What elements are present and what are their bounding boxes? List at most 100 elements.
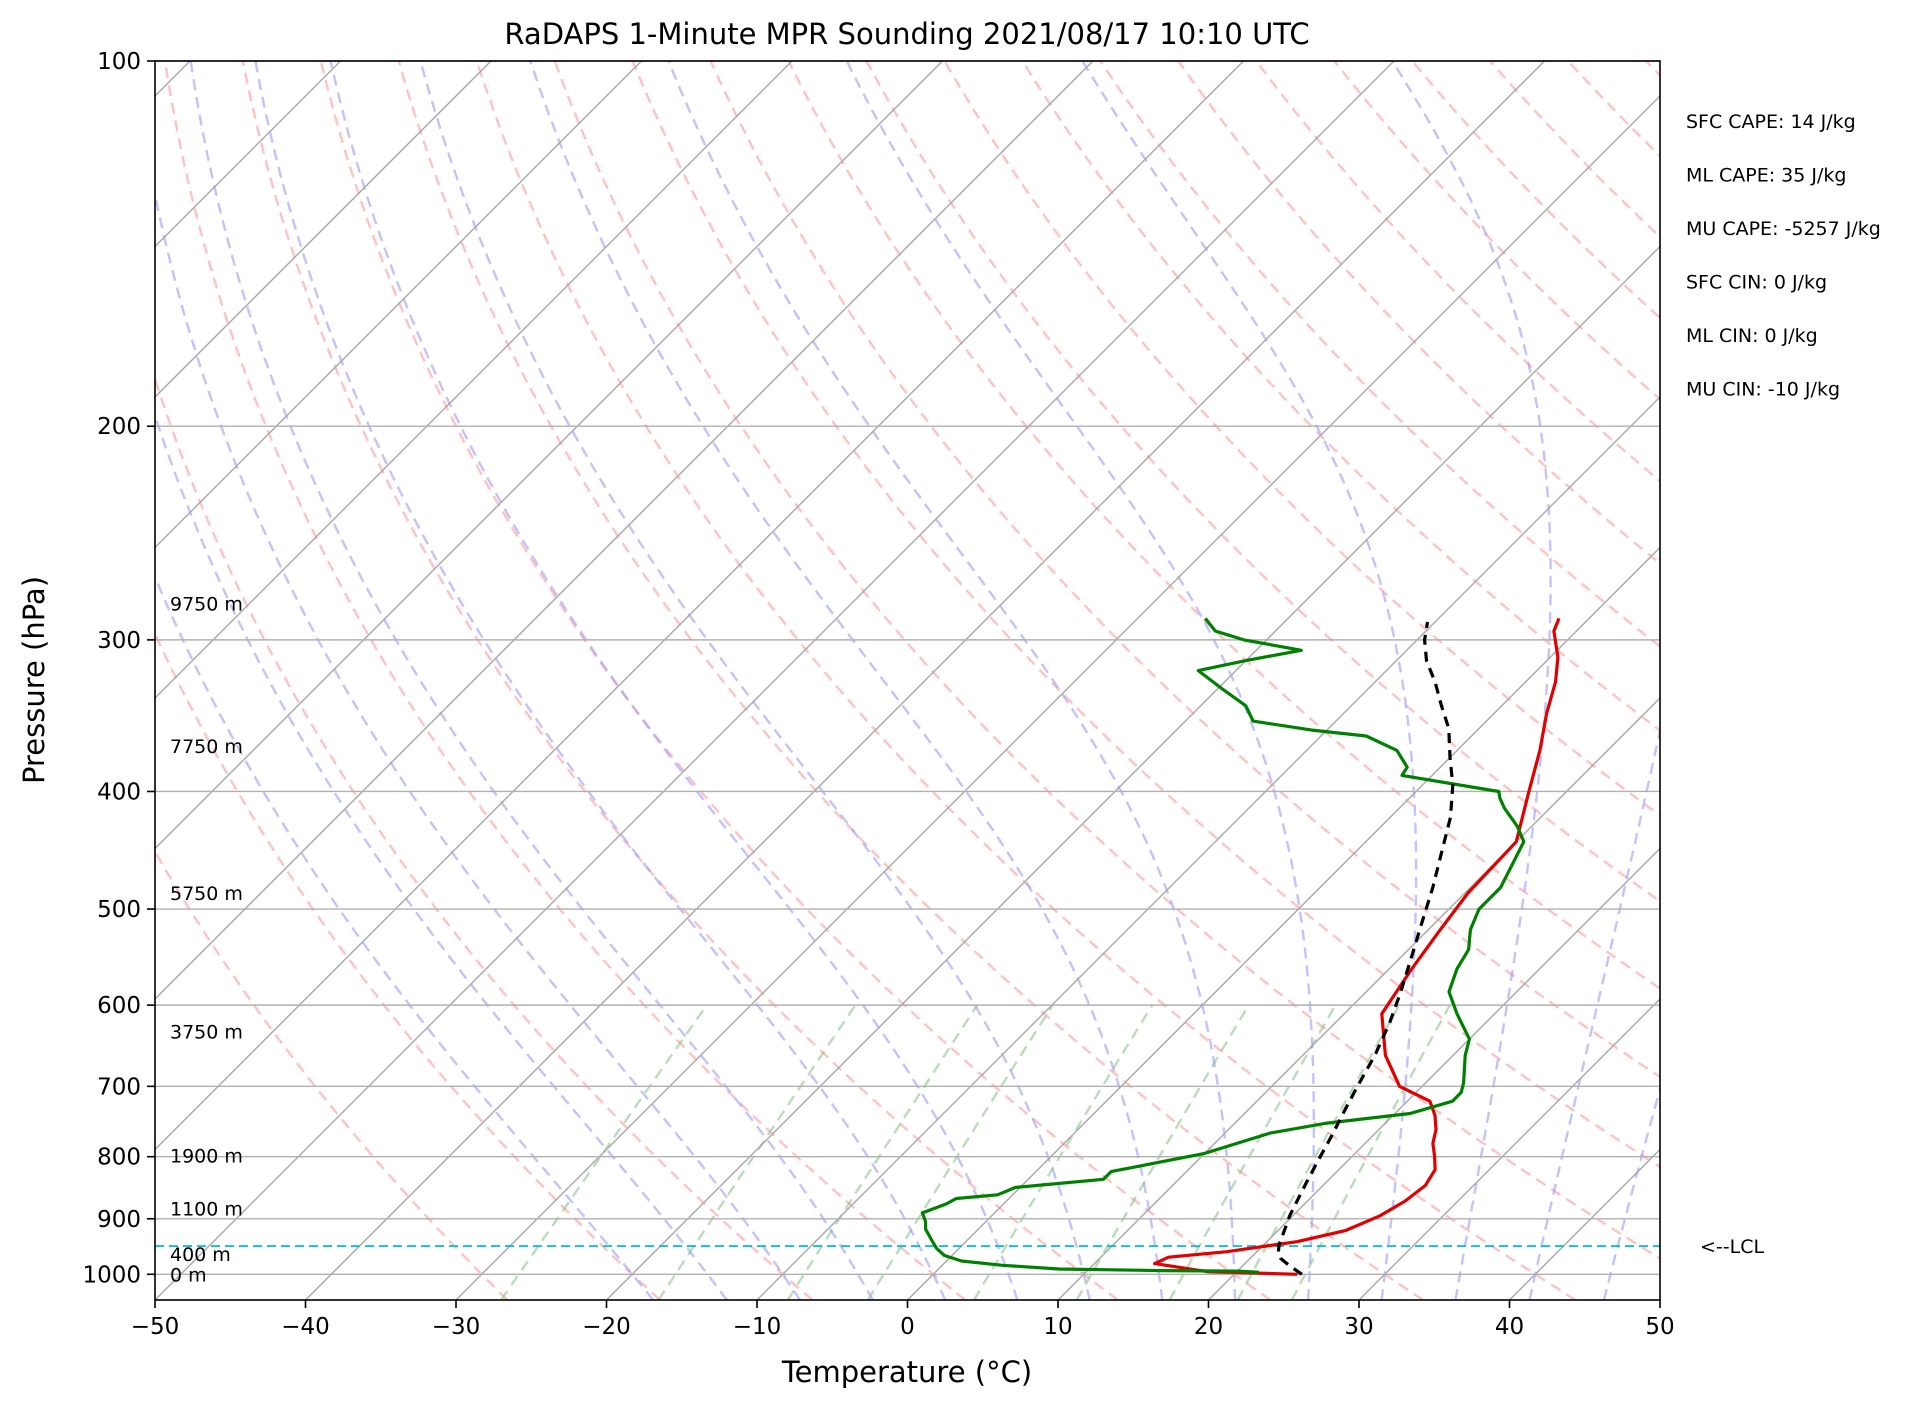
y-tick-label: 500 <box>97 897 141 923</box>
moist-adiabat <box>1081 61 1418 1300</box>
x-tick-label: 20 <box>1194 1314 1223 1340</box>
dry-adiabat <box>1333 61 1660 401</box>
mixing-ratio-line <box>972 1004 1154 1300</box>
height-label: 5750 m <box>170 883 243 905</box>
moist-adiabat <box>667 61 1237 1300</box>
y-tick-label: 800 <box>97 1145 141 1171</box>
x-axis-label: Temperature (°C) <box>781 1355 1032 1389</box>
x-tick-label: 40 <box>1495 1314 1524 1340</box>
x-tick-label: −50 <box>131 1314 180 1340</box>
isotherm-line <box>907 546 1660 1300</box>
moist-adiabat <box>1391 61 1552 1300</box>
height-label: 1900 m <box>170 1145 243 1167</box>
stat-annotation: ML CAPE: 35 J/kg <box>1686 165 1846 187</box>
y-tick-label: 1000 <box>82 1262 141 1288</box>
height-label: 0 m <box>170 1264 207 1286</box>
moist-adiabat <box>845 61 1316 1300</box>
isotherm-line <box>155 61 341 248</box>
dry-adiabat <box>155 631 661 1300</box>
x-tick-label: 10 <box>1043 1314 1072 1340</box>
dry-adiabat <box>865 61 1660 903</box>
dry-adiabat <box>475 61 1577 1300</box>
stat-annotation: MU CAPE: -5257 J/kg <box>1686 218 1881 240</box>
isotherm-line <box>155 61 1094 1000</box>
isotherm-line <box>155 61 492 398</box>
dry-adiabat <box>1099 61 1660 649</box>
background-lines <box>155 61 1926 1300</box>
temperature-line <box>1153 617 1561 1276</box>
isotherm-line <box>155 61 642 549</box>
dry-adiabat <box>1724 61 1926 1300</box>
stat-annotation: SFC CIN: 0 J/kg <box>1686 272 1827 294</box>
dry-adiabat <box>709 61 1660 1079</box>
x-axis-ticks: −50 −40 −30 −20 −10 0 10 20 30 40 50 <box>131 1300 1675 1340</box>
mixing-ratio-line <box>1075 1004 1250 1300</box>
y-tick-label: 200 <box>97 414 141 440</box>
isotherm-line <box>155 61 1244 1151</box>
dry-adiabat <box>1567 61 1660 158</box>
isotherm-line <box>155 61 943 850</box>
isotherm-line <box>1208 847 1660 1300</box>
x-tick-label: −10 <box>733 1314 782 1340</box>
y-tick-label: 700 <box>97 1074 141 1100</box>
dewpoint-line <box>920 617 1526 1274</box>
y-tick-label: 400 <box>97 779 141 805</box>
dry-adiabat <box>1645 61 1660 78</box>
isotherm-line <box>756 396 1660 1300</box>
dry-adiabat <box>1021 61 1660 732</box>
dry-adiabat <box>155 375 814 1300</box>
height-labels: 9750 m 7750 m 5750 m 3750 m 1900 m 1100 m 400 … <box>170 594 243 1287</box>
x-tick-label: 50 <box>1645 1314 1674 1340</box>
x-tick-label: −30 <box>432 1314 481 1340</box>
height-label: 7750 m <box>170 736 243 758</box>
y-tick-label: 600 <box>97 993 141 1019</box>
mixing-ratio-line <box>1236 1004 1401 1300</box>
isotherm-line <box>1659 1299 1660 1300</box>
lcl-label: <--LCL <box>1700 1236 1764 1258</box>
isotherm-line <box>1057 697 1660 1300</box>
height-label: 9750 m <box>170 594 243 616</box>
dry-adiabat <box>319 61 1272 1300</box>
isotherm-line <box>1358 998 1660 1300</box>
stat-annotation: MU CIN: -10 J/kg <box>1686 379 1840 401</box>
mixing-ratio-line <box>657 1004 857 1300</box>
mixing-ratio-line <box>1168 1004 1337 1300</box>
dry-adiabat <box>397 61 1424 1300</box>
moist-adiabat <box>155 574 655 1300</box>
cape-cin-annotations: SFC CAPE: 14 J/kg ML CAPE: 35 J/kg MU CAPE… <box>1686 111 1881 401</box>
isotherm-line <box>305 61 1545 1300</box>
moist-adiabat <box>1602 1084 1660 1300</box>
mixing-ratio-line <box>786 1004 979 1300</box>
moist-adiabat <box>1679 61 1926 1300</box>
height-label: 1100 m <box>170 1199 243 1221</box>
y-tick-label: 900 <box>97 1207 141 1233</box>
dry-adiabat <box>155 849 509 1300</box>
dry-adiabat <box>163 61 966 1300</box>
dry-adiabat <box>241 61 1119 1300</box>
moist-adiabat <box>189 61 874 1300</box>
mixing-ratio-line <box>866 1004 1054 1300</box>
dry-adiabat <box>631 61 1660 1169</box>
y-axis-ticks: 100 200 300 400 500 600 700 800 900 1000 <box>82 49 155 1288</box>
dry-adiabat <box>1177 61 1660 565</box>
x-tick-label: −40 <box>281 1314 330 1340</box>
dry-adiabat <box>1255 61 1660 483</box>
isotherm-line <box>155 61 793 699</box>
isotherm-line <box>455 95 1660 1300</box>
dry-adiabat <box>787 61 1660 990</box>
mixing-ratio-line <box>1290 1004 1451 1300</box>
x-tick-label: 0 <box>900 1314 915 1340</box>
x-tick-label: 30 <box>1344 1314 1373 1340</box>
moist-adiabat <box>254 61 947 1300</box>
dry-adiabat <box>553 61 1660 1260</box>
y-tick-label: 300 <box>97 628 141 654</box>
mixing-ratio-line <box>500 1004 708 1300</box>
pressure-gridlines <box>155 60 1660 1275</box>
y-axis-label: Pressure (hPa) <box>17 576 51 784</box>
moist-adiabat <box>1528 724 1660 1300</box>
stat-annotation: SFC CAPE: 14 J/kg <box>1686 111 1856 133</box>
y-tick-label: 100 <box>97 49 141 75</box>
moist-adiabat <box>155 188 802 1300</box>
isotherm-line <box>155 61 1395 1300</box>
